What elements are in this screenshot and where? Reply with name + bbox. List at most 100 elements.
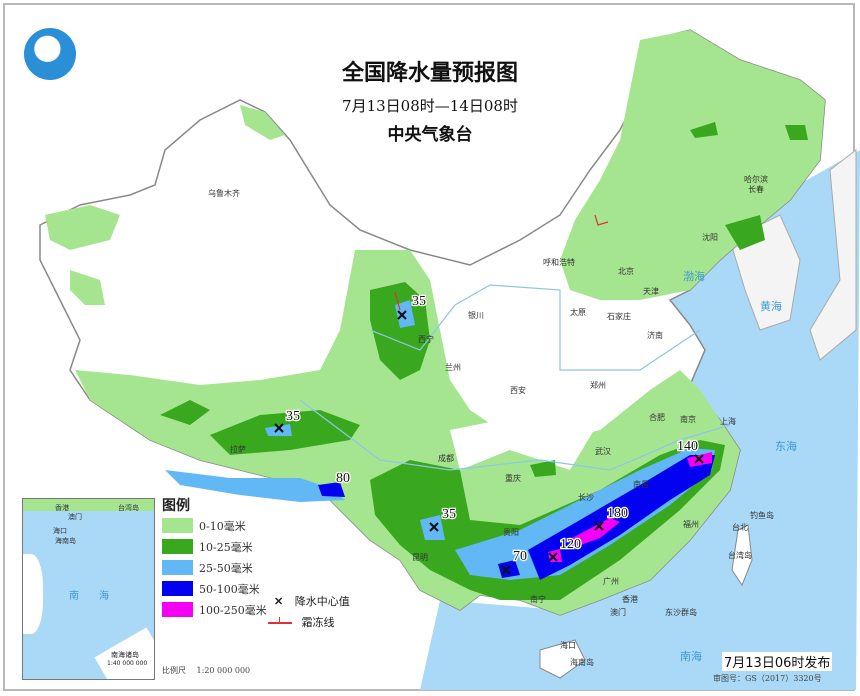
legend-label: 100-250毫米 (199, 603, 267, 617)
legend-swatch (162, 539, 193, 554)
inset-title: 南海诸岛 (111, 651, 139, 659)
sea-label: 渤海 (683, 269, 705, 283)
legend-swatch (162, 560, 193, 575)
city-label: 南宁 (530, 594, 546, 604)
agency-name: 中央气象台 (387, 125, 473, 145)
cma-logo-icon (24, 28, 76, 80)
precip-50-100-zones (318, 455, 715, 580)
scale-label: 比例尺 (162, 666, 186, 675)
city-label: 香港 (622, 594, 638, 604)
sea-labels: 渤海 黄海 东海 南海 (680, 269, 797, 663)
city-label: 澳门 (610, 607, 626, 617)
city-label: 广州 (603, 576, 619, 586)
city-label: 乌鲁木齐 (208, 188, 240, 198)
city-label: 重庆 (505, 473, 521, 483)
legend-swatch (162, 602, 193, 617)
city-label: 台湾岛 (728, 550, 752, 560)
city-label: 银川 (468, 310, 484, 320)
legend-item: 0-10毫米 (162, 515, 362, 533)
scale-value: 1:20 000 000 (196, 666, 251, 675)
legend-label: 0-10毫米 (199, 519, 246, 533)
city-label: 呼和浩特 (543, 257, 575, 267)
forecast-period: 7月13日08时—14日08时 (342, 97, 518, 115)
city-label: 哈尔滨 (744, 174, 768, 184)
city-label: 拉萨 (230, 444, 246, 454)
city-label: 北京 (618, 266, 634, 276)
city-label: 太原 (570, 307, 586, 317)
legend-frost-label: 霜冻线 (301, 616, 335, 629)
center-value: 140 (677, 439, 698, 454)
center-value: 180 (607, 506, 628, 521)
center-value: 70 (513, 549, 527, 564)
yellow-river (369, 284, 701, 371)
center-value: 35 (442, 507, 456, 522)
issued-time: 7月13日06时发布 (722, 652, 833, 671)
legend-item: 10-25毫米 (162, 536, 362, 554)
city-label: 成都 (438, 453, 454, 463)
legend-swatch (162, 581, 193, 596)
legend-item: 50-100毫米 (162, 578, 362, 596)
city-label: 钓鱼岛 (750, 510, 774, 520)
city-label: 台北 (732, 522, 748, 532)
inset-sea-label: 南海 (69, 591, 129, 602)
legend-label: 50-100毫米 (199, 582, 260, 596)
city-label: 海口 (560, 640, 576, 650)
city-label: 长春 (748, 184, 764, 194)
city-label: 长沙 (578, 492, 594, 502)
city-label: 福州 (683, 520, 699, 529)
south-china-sea-inset: 香港 台湾岛 澳门 海口 海南岛 南海 南海诸岛 1:40 000 000 (22, 498, 155, 680)
city-labels: 乌鲁木齐 哈尔滨 长春 沈阳 呼和浩特 北京 天津 太原 石家庄 银川 西宁 兰… (208, 174, 774, 667)
legend-center-label: 降水中心值 (294, 595, 350, 608)
precip-center-markers (274, 310, 704, 575)
city-label: 贵阳 (503, 527, 519, 537)
city-label: 西宁 (418, 334, 434, 344)
inset-label: 澳门 (68, 513, 82, 521)
city-label: 沈阳 (702, 232, 718, 242)
city-label: 南昌 (633, 479, 649, 489)
map-title: 全国降水量预报图 (341, 60, 518, 86)
city-label: 南京 (680, 414, 696, 424)
city-label: 东沙群岛 (665, 607, 697, 617)
precip-center-icon: ✕ (274, 595, 284, 608)
city-label: 石家庄 (607, 311, 631, 321)
city-label: 天津 (643, 286, 659, 296)
legend-item: 100-250毫米 (162, 599, 362, 617)
inset-label: 香港 (55, 504, 69, 512)
inset-label: 海口 (53, 527, 67, 535)
city-label: 合肥 (649, 412, 665, 422)
dry-area-sichuan (450, 410, 600, 470)
map-scale: 比例尺 1:20 000 000 (162, 665, 250, 676)
japan-land (809, 148, 857, 361)
hainan-island (539, 639, 586, 679)
city-label: 济南 (647, 330, 663, 340)
legend-item: 25-50毫米 (162, 557, 362, 575)
center-value: 35 (412, 294, 426, 309)
city-label: 西安 (510, 385, 526, 395)
center-value: 80 (336, 471, 350, 486)
legend-label: 10-25毫米 (199, 540, 253, 554)
legend-title: 图例 (162, 498, 190, 514)
inset-scale: 1:40 000 000 (107, 660, 148, 667)
map-header: 全国降水量预报图 7月13日08时—14日08时 中央气象台 (300, 55, 560, 145)
city-label: 上海 (720, 416, 736, 426)
taiwan-island (731, 524, 753, 587)
inset-label: 海南岛 (55, 537, 76, 545)
city-label: 昆明 (412, 553, 428, 562)
center-value: 35 (286, 409, 300, 424)
center-value: 120 (560, 537, 581, 552)
city-label: 兰州 (445, 362, 461, 372)
legend-swatch (162, 518, 193, 533)
map-approval-number: 审图号：GS（2017）3320号 (713, 674, 822, 683)
legend-label: 25-50毫米 (199, 561, 253, 575)
legend: 图例 0-10毫米 10-25毫米 25-50毫米 50-100毫米 100-250毫米… (162, 495, 362, 629)
city-label: 郑州 (590, 380, 606, 390)
sea-label: 黄海 (760, 299, 782, 313)
city-label: 武汉 (595, 446, 611, 456)
inset-label: 台湾岛 (118, 504, 139, 512)
sea-label: 东海 (775, 439, 797, 453)
frost-line (394, 214, 609, 311)
frost-line-icon (268, 617, 292, 624)
yangtze-river (299, 399, 731, 471)
sea-label: 南海 (680, 649, 702, 663)
